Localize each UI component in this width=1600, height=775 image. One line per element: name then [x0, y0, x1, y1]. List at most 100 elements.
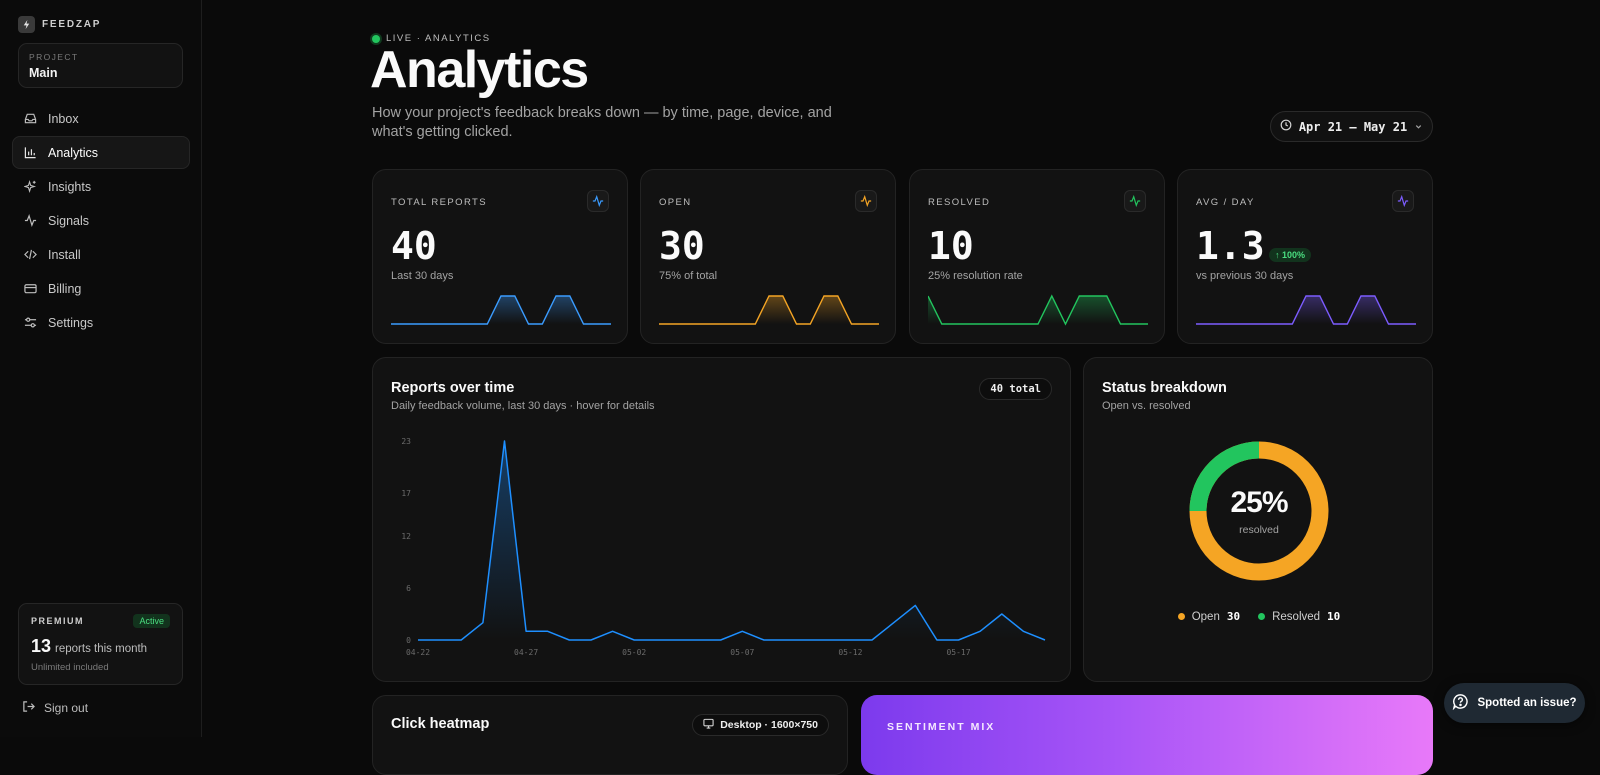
- sparkline: [928, 288, 1148, 328]
- legend-label: Open: [1192, 611, 1220, 623]
- page-subtitle: How your project's feedback breaks down …: [372, 104, 832, 142]
- plan-label: PREMIUM: [31, 616, 84, 626]
- delta-badge: ↑ 100%: [1269, 248, 1311, 262]
- project-label: PROJECT: [29, 52, 172, 62]
- brand[interactable]: FEEDZAP: [18, 16, 101, 33]
- x-tick-label: 04-22: [406, 648, 430, 657]
- inbox-icon: [23, 112, 37, 126]
- legend-value: 30: [1227, 610, 1240, 623]
- sparkline-area: [928, 296, 1148, 324]
- stat-label: OPEN: [659, 197, 692, 208]
- sign-out-label: Sign out: [44, 701, 88, 715]
- card-subtitle: Open vs. resolved: [1102, 400, 1191, 412]
- sentiment-mix-card: SENTIMENT MIX: [861, 695, 1433, 775]
- card-title: SENTIMENT MIX: [887, 721, 995, 733]
- code-icon: [23, 248, 37, 262]
- sidebar-item-label: Signals: [48, 214, 89, 228]
- report-count-label: reports this month: [55, 643, 147, 655]
- activity-icon: [1392, 190, 1414, 212]
- activity-icon: [1124, 190, 1146, 212]
- sparkline: [1196, 288, 1416, 328]
- y-tick-label: 17: [401, 489, 411, 498]
- stat-value: 30: [659, 224, 705, 268]
- legend-open: Open 30: [1178, 610, 1240, 623]
- legend-dot: [1258, 613, 1265, 620]
- logout-icon: [22, 700, 35, 716]
- sidebar-item-label: Analytics: [48, 146, 98, 160]
- brand-name: FEEDZAP: [42, 19, 101, 30]
- resolved-percent-label: resolved: [1239, 524, 1279, 536]
- sidebar-item-label: Install: [48, 248, 81, 262]
- sliders-icon: [23, 316, 37, 330]
- card-icon: [23, 282, 37, 296]
- status-badge: Active: [133, 614, 170, 628]
- stat-value: 1.3: [1196, 224, 1265, 268]
- monitor-icon: [703, 718, 714, 732]
- sidebar-item-label: Billing: [48, 282, 81, 296]
- resolved-percent: 25%: [1230, 486, 1287, 520]
- sidebar-item-install[interactable]: Install: [12, 238, 190, 271]
- donut-legend: Open 30 Resolved 10: [1084, 610, 1434, 623]
- reports-over-time-card: Reports over time Daily feedback volume,…: [372, 357, 1071, 682]
- legend-resolved: Resolved 10: [1258, 610, 1340, 623]
- plan-note: Unlimited included: [31, 662, 170, 673]
- card-title: Click heatmap: [391, 716, 489, 732]
- x-tick-label: 05-17: [946, 648, 970, 657]
- activity-icon: [587, 190, 609, 212]
- stat-value: 10: [928, 224, 974, 268]
- date-range-label: Apr 21 — May 21: [1299, 120, 1407, 134]
- feedback-widget-label: Spotted an issue?: [1477, 697, 1576, 709]
- sidebar-item-insights[interactable]: Insights: [12, 170, 190, 203]
- sidebar-item-analytics[interactable]: Analytics: [12, 136, 190, 169]
- sidebar-item-label: Insights: [48, 180, 91, 194]
- stat-label: TOTAL REPORTS: [391, 197, 487, 208]
- bolt-icon: [18, 16, 35, 33]
- feedback-widget-button[interactable]: Spotted an issue?: [1444, 683, 1585, 723]
- page-title: Analytics: [370, 40, 588, 100]
- x-tick-label: 05-07: [730, 648, 754, 657]
- stat-card-avg-day: AVG / DAY 1.3 ↑ 100% vs previous 30 days: [1177, 169, 1433, 344]
- stat-label: RESOLVED: [928, 197, 990, 208]
- sparkline-area: [391, 296, 611, 324]
- y-tick-label: 12: [401, 532, 411, 541]
- stat-value: 40: [391, 224, 437, 268]
- sparkline-area: [1196, 296, 1416, 324]
- legend-label: Resolved: [1272, 611, 1320, 623]
- sparkline: [391, 288, 611, 328]
- y-tick-label: 23: [401, 437, 411, 446]
- x-tick-label: 05-12: [838, 648, 862, 657]
- sidebar-item-signals[interactable]: Signals: [12, 204, 190, 237]
- series-area: [418, 441, 1045, 640]
- project-name: Main: [29, 66, 172, 80]
- card-title: Status breakdown: [1102, 380, 1227, 396]
- x-tick-label: 05-02: [622, 648, 646, 657]
- sidebar-item-label: Inbox: [48, 112, 79, 126]
- premium-plan-card: PREMIUM Active 13 reports this month Unl…: [18, 603, 183, 685]
- stat-card-resolved: RESOLVED 10 25% resolution rate: [909, 169, 1165, 344]
- help-icon: [1452, 693, 1469, 713]
- clock-icon: [1280, 119, 1292, 134]
- y-tick-label: 0: [406, 636, 411, 645]
- sidebar-item-inbox[interactable]: Inbox: [12, 102, 190, 135]
- device-label: Desktop · 1600×750: [720, 719, 818, 731]
- stat-card-open: OPEN 30 75% of total: [640, 169, 896, 344]
- activity-icon: [23, 214, 37, 228]
- stat-sub: vs previous 30 days: [1196, 270, 1293, 282]
- device-selector[interactable]: Desktop · 1600×750: [692, 714, 829, 736]
- chevron-down-icon: [1414, 120, 1423, 134]
- bar-chart-icon: [23, 146, 37, 160]
- project-switcher[interactable]: PROJECT Main: [18, 43, 183, 88]
- stat-sub: 25% resolution rate: [928, 270, 1023, 282]
- sidebar: FEEDZAP PROJECT Main Inbox Analytics Ins…: [0, 0, 202, 737]
- stat-card-total-reports: TOTAL REPORTS 40 Last 30 days: [372, 169, 628, 344]
- sparkline: [659, 288, 879, 328]
- y-tick-label: 6: [406, 584, 411, 593]
- sign-out-button[interactable]: Sign out: [22, 700, 88, 716]
- sidebar-nav: Inbox Analytics Insights Signals Install: [12, 102, 190, 340]
- sidebar-item-settings[interactable]: Settings: [12, 306, 190, 339]
- sidebar-item-billing[interactable]: Billing: [12, 272, 190, 305]
- status-donut-chart[interactable]: 25% resolved: [1189, 441, 1329, 581]
- status-breakdown-card: Status breakdown Open vs. resolved 25% r…: [1083, 357, 1433, 682]
- date-range-picker[interactable]: Apr 21 — May 21: [1270, 111, 1433, 142]
